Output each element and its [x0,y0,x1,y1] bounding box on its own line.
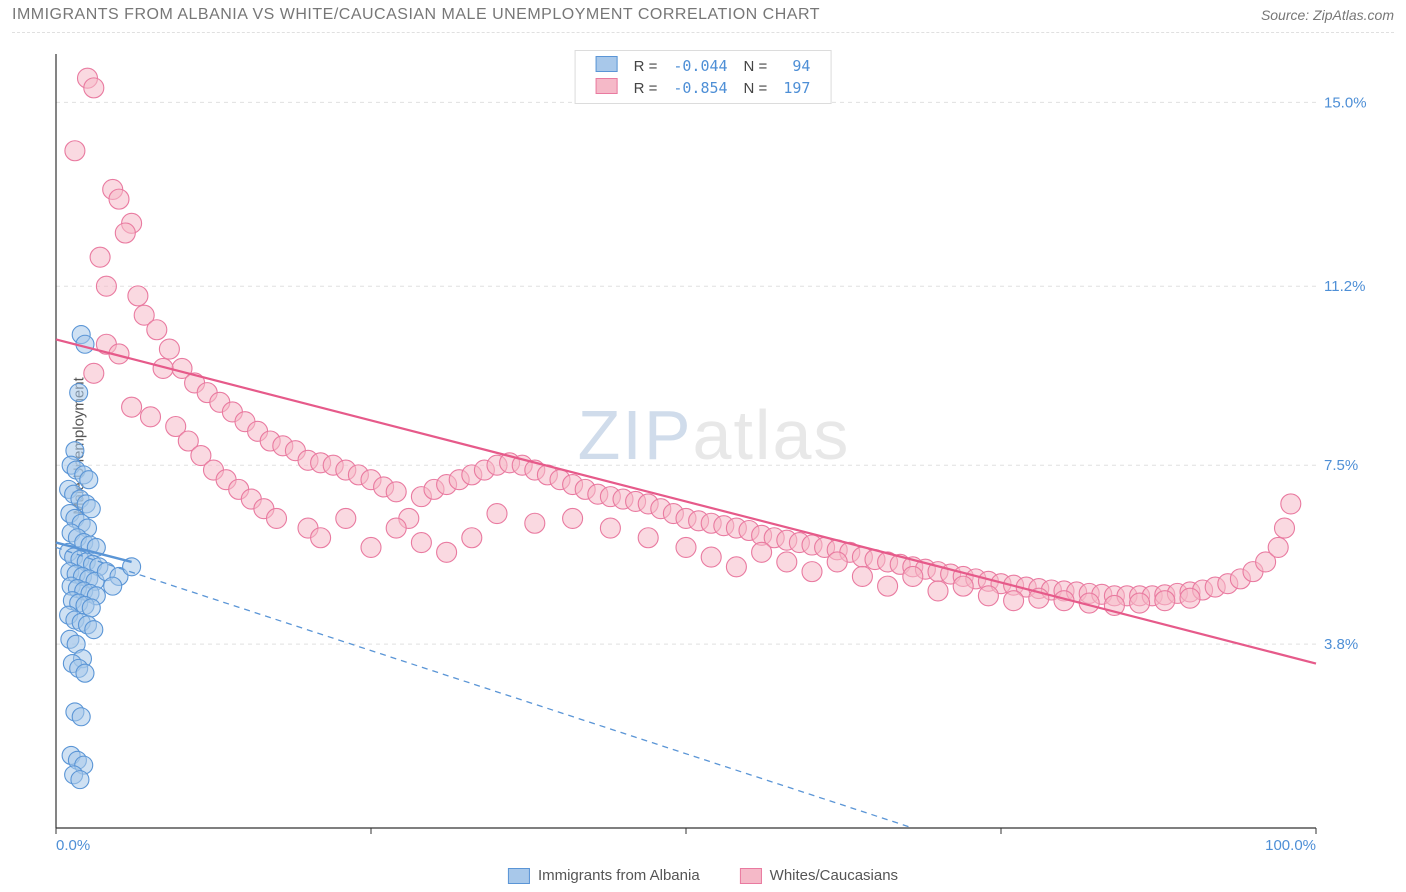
legend-label: Immigrants from Albania [538,867,700,884]
scatter-plot: 3.8% 7.5% 11.2% 15.0% 0.0% 100.0% [52,50,1376,852]
legend-item: Immigrants from Albania [508,867,700,884]
header: IMMIGRANTS FROM ALBANIA VS WHITE/CAUCASI… [12,6,1394,33]
legend-r-value: -0.854 [665,77,735,99]
source-label: Source: ZipAtlas.com [1261,7,1394,23]
legend-n-value: 94 [775,55,818,77]
svg-text:15.0%: 15.0% [1324,94,1367,111]
plot-area: ZIPatlas 3.8%7.5%11.2%15.0%0.0%100.0% [52,50,1376,852]
svg-text:0.0%: 0.0% [56,837,90,852]
svg-text:100.0%: 100.0% [1265,837,1316,852]
legend-swatch [596,78,618,94]
legend-n-key: N = [736,55,776,77]
svg-text:11.2%: 11.2% [1324,278,1365,295]
series-legend: Immigrants from Albania Whites/Caucasians [508,867,898,884]
legend-r-key: R = [626,77,666,99]
legend-item: Whites/Caucasians [740,867,898,884]
svg-text:3.8%: 3.8% [1324,636,1358,653]
legend-r-value: -0.044 [665,55,735,77]
legend-swatch [740,868,762,884]
correlation-legend: R = -0.044 N = 94 R = -0.854 N = 197 [575,50,832,104]
svg-text:7.5%: 7.5% [1324,457,1358,474]
legend-swatch [508,868,530,884]
legend-swatch [596,56,618,72]
legend-n-key: N = [736,77,776,99]
legend-label: Whites/Caucasians [770,867,898,884]
chart-title: IMMIGRANTS FROM ALBANIA VS WHITE/CAUCASI… [12,6,820,24]
legend-r-key: R = [626,55,666,77]
legend-n-value: 197 [775,77,818,99]
